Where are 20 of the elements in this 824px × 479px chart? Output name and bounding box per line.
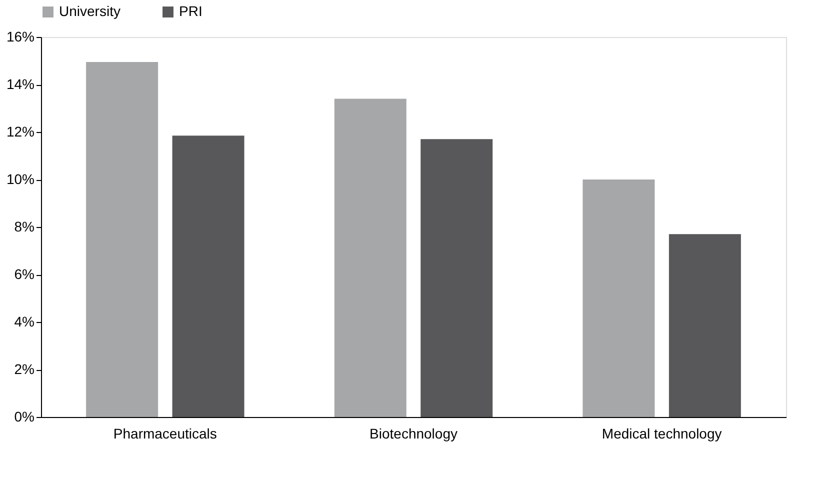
y-tick-label: 14% xyxy=(6,76,34,92)
bar xyxy=(172,136,244,417)
x-tick-label: Pharmaceuticals xyxy=(113,426,217,442)
legend-label: PRI xyxy=(179,3,202,19)
y-tick-label: 16% xyxy=(6,28,34,44)
y-tick-label: 4% xyxy=(14,314,34,330)
bar xyxy=(420,139,493,417)
bar xyxy=(86,62,158,417)
bar xyxy=(334,98,406,417)
x-tick-label: Medical technology xyxy=(602,426,722,442)
y-tick-label: 8% xyxy=(14,218,34,234)
legend-label: University xyxy=(59,3,120,19)
bar xyxy=(668,234,741,417)
y-tick-label: 2% xyxy=(14,361,34,377)
y-tick-label: 6% xyxy=(14,266,34,282)
y-tick-label: 12% xyxy=(6,124,34,140)
x-tick-label: Biotechnology xyxy=(370,426,458,442)
bar xyxy=(582,180,655,417)
y-tick-label: 10% xyxy=(6,171,34,187)
y-tick-label: 0% xyxy=(14,408,34,424)
